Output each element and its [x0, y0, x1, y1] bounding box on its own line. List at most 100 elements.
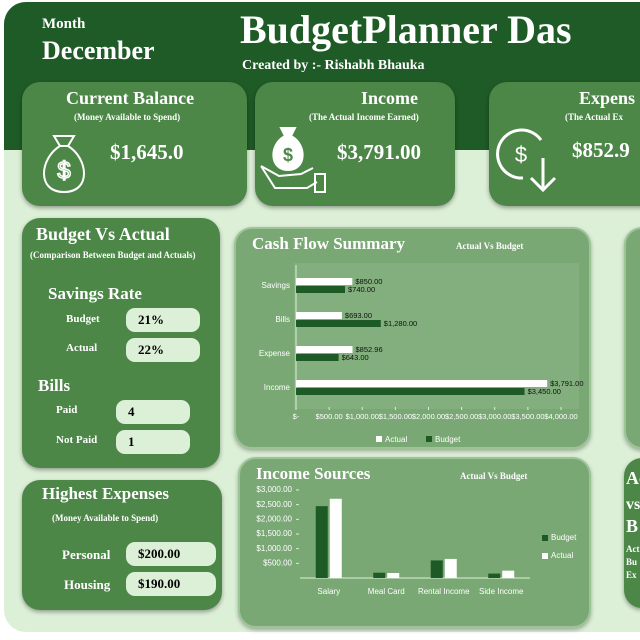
legend-swatch	[542, 553, 548, 559]
value-label: $1,280.00	[384, 319, 417, 328]
partial-text: Ex	[626, 570, 637, 580]
value-label: $3,791.00	[550, 379, 583, 388]
bar	[444, 558, 457, 578]
kpi-value: $852.9	[572, 138, 630, 162]
row-value: $190.00	[126, 572, 216, 596]
bar	[329, 498, 342, 578]
legend-swatch	[376, 436, 382, 442]
partial-text: Act	[626, 544, 640, 554]
month: December	[42, 36, 155, 65]
partial-card	[624, 227, 640, 449]
y-tick-label: Savings	[262, 281, 290, 290]
bar	[296, 380, 548, 387]
y-tick-label: Bills	[275, 315, 290, 324]
row-label: Personal	[62, 547, 111, 562]
budget-vs-actual-card: Budget Vs Actual (Comparison Between Bud…	[22, 218, 220, 468]
x-tick-label: $3,500.00	[511, 412, 544, 421]
card-title: Highest Expenses	[42, 484, 170, 503]
section-title: Bills	[38, 376, 71, 395]
bar	[296, 346, 353, 353]
row-value: 22%	[126, 338, 200, 362]
svg-text:$: $	[283, 145, 293, 165]
bar	[430, 560, 443, 578]
row-label: Actual	[66, 342, 98, 354]
bar	[387, 573, 400, 578]
row-label: Budget	[66, 313, 100, 325]
credit: Created by :- Rishabh Bhauka	[242, 58, 425, 73]
month-label: Month	[42, 16, 86, 32]
x-tick-label: $3,000.00	[478, 412, 511, 421]
bar	[296, 354, 339, 361]
card-subtitle: (Money Available to Spend)	[52, 513, 159, 523]
x-tick-label: $500.00	[316, 412, 343, 421]
x-tick-label: $1,500.00	[379, 412, 412, 421]
chart-title: Cash Flow Summary	[252, 234, 406, 253]
bar	[296, 312, 342, 319]
y-tick-label: Income	[264, 383, 291, 392]
row-value: 1	[116, 430, 190, 454]
value-label: $852.96	[356, 345, 383, 354]
bar	[296, 388, 525, 395]
section-title: Savings Rate	[48, 284, 142, 303]
value-label: $850.00	[355, 277, 382, 286]
row-value: 21%	[126, 308, 200, 332]
x-tick-label: $1,000.00	[346, 412, 379, 421]
bar	[488, 573, 501, 578]
x-tick-label: Meal Card	[368, 587, 405, 596]
kpi-card: Income (The Actual Income Earned) $3,791…	[255, 82, 455, 206]
chart-subtitle: Actual Vs Budget	[460, 471, 527, 481]
row-value: 4	[116, 400, 190, 424]
kpi-value: $1,645.0	[110, 140, 184, 164]
legend-label: Budget	[551, 533, 577, 542]
chart-card: Cash Flow Summary Actual Vs Budget $- $500.…	[234, 227, 591, 449]
partial-text: Bu	[626, 557, 638, 567]
kpi-subtitle: (Money Available to Spend)	[74, 112, 181, 122]
expense-icon: $	[496, 128, 557, 193]
bar	[373, 572, 386, 578]
kpi-value: $3,791.00	[337, 140, 421, 164]
partial-text: vs	[626, 496, 640, 513]
kpi-title: Expens	[579, 88, 636, 108]
money-bag-icon: $	[43, 135, 85, 194]
x-tick-label: $2,500.00	[445, 412, 478, 421]
legend-label: Actual	[551, 551, 573, 560]
bar	[502, 570, 515, 578]
y-tick-label: $1,000.00	[256, 544, 292, 553]
row-label: Housing	[64, 577, 111, 592]
y-tick-label: $500.00	[263, 558, 292, 567]
row-label: Not Paid	[56, 434, 98, 446]
row-label: Paid	[56, 404, 78, 416]
x-tick-label: Side Income	[479, 587, 524, 596]
value-label: $643.00	[342, 353, 369, 362]
partial-text: B	[626, 516, 639, 536]
value-label: $740.00	[348, 285, 375, 294]
y-tick-label: $2,000.00	[256, 514, 292, 523]
chart-title: Income Sources	[256, 464, 371, 483]
x-tick-label: $4,000.00	[544, 412, 577, 421]
kpi-title: Current Balance	[66, 88, 195, 108]
chart-card: Income Sources Actual Vs Budget $500.00 $1,…	[238, 457, 591, 628]
x-tick-label: $2,000.00	[412, 412, 445, 421]
income-icon: $	[260, 127, 326, 193]
bar	[296, 320, 381, 327]
chart: Cash Flow Summary Actual Vs Budget $- $500.…	[252, 234, 584, 444]
kpi-subtitle: (The Actual Ex	[565, 112, 624, 122]
partial-card: Ac vs B Act Bu Ex	[624, 458, 640, 608]
y-tick-label: $3,000.00	[256, 485, 292, 494]
y-tick-label: $2,500.00	[256, 500, 292, 509]
kpi-card: Expens (The Actual Ex $852.9 $	[489, 82, 640, 206]
kpi-title: Income	[361, 88, 418, 108]
title: BudgetPlanner Das	[240, 7, 572, 52]
svg-text:$: $	[57, 157, 70, 184]
legend-label: Actual	[385, 435, 407, 444]
card-subtitle: (Comparison Between Budget and Actuals)	[30, 250, 196, 260]
y-tick-label: Expense	[259, 349, 291, 358]
partial-text: Ac	[626, 468, 640, 488]
chart: Income Sources Actual Vs Budget $500.00 $1,…	[256, 464, 577, 596]
y-tick-label: $1,500.00	[256, 529, 292, 538]
legend-label: Budget	[435, 435, 461, 444]
value-label: $693.00	[345, 311, 372, 320]
value-label: $3,450.00	[528, 387, 561, 396]
kpi-card: Current Balance (Money Available to Spen…	[22, 82, 247, 206]
